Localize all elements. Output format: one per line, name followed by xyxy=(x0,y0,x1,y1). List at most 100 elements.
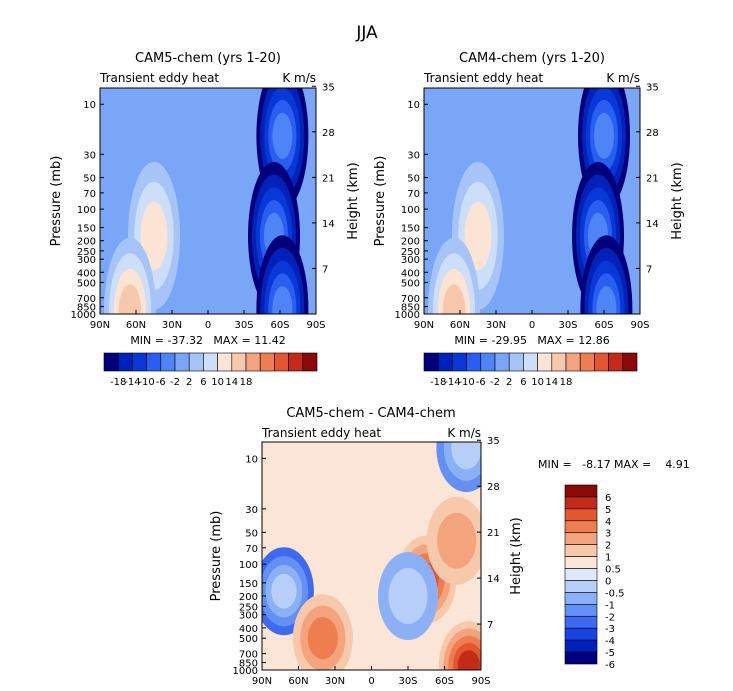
y-right-tick-label: 28 xyxy=(322,128,335,139)
colorbar-swatch xyxy=(579,352,595,372)
panel-diff: CAM5-chem - CAM4-chem Transient eddy hea… xyxy=(209,406,690,687)
colorbar-swatch xyxy=(594,352,609,372)
y-tick-label: 400 xyxy=(239,624,258,635)
panel-cam4-subtitle-left: Transient eddy heat xyxy=(423,71,543,85)
y-tick-label: 70 xyxy=(83,189,96,200)
colorbar-swatch xyxy=(231,352,247,372)
y-tick-label: 150 xyxy=(239,579,258,590)
y-tick-label: 1000 xyxy=(395,310,420,321)
y-right-tick-label: 14 xyxy=(646,219,659,230)
panel-diff-title: CAM5-chem - CAM4-chem xyxy=(286,406,455,421)
y-tick-label: 30 xyxy=(83,150,96,161)
y-tick-label: 1000 xyxy=(233,666,258,677)
colorbar-swatch xyxy=(565,352,581,372)
contour-f0-l2 xyxy=(464,201,492,270)
y-right-tick-label: 21 xyxy=(322,173,335,184)
panel-cam5-subtitle-right: K m/s xyxy=(282,71,316,85)
panel-cam4-title: CAM4-chem (yrs 1-20) xyxy=(459,51,605,66)
panel-cam4-field xyxy=(424,88,640,314)
colorbar-swatch xyxy=(564,592,598,605)
y-right-tick-label: 14 xyxy=(487,574,500,585)
x-tick-label: 60S xyxy=(435,676,454,687)
colorbar-swatch xyxy=(564,580,598,593)
y-right-tick-label: 14 xyxy=(322,219,335,230)
y-tick-label: 500 xyxy=(239,634,258,645)
y-tick-label: 250 xyxy=(401,247,420,258)
y-tick-label: 400 xyxy=(77,268,96,279)
y-tick-label: 700 xyxy=(401,294,420,305)
y-tick-label: 300 xyxy=(239,611,258,622)
colorbar-swatch xyxy=(259,352,275,372)
panel-cam5-title: CAM5-chem (yrs 1-20) xyxy=(135,51,281,66)
colorbar-swatch xyxy=(288,352,304,372)
colorbar-swatch xyxy=(480,352,496,372)
panel-diff-field xyxy=(262,442,481,670)
y-tick-label: 300 xyxy=(77,255,96,266)
colorbar-swatch xyxy=(608,352,624,372)
colorbar-label: 5 xyxy=(605,505,611,516)
x-tick-label: 0 xyxy=(205,320,211,331)
y-tick-label: 150 xyxy=(77,224,96,235)
colorbar-label: 4 xyxy=(605,517,611,528)
x-tick-label: 60S xyxy=(270,320,289,331)
panel-cam4-axes: 90N 60N 30N 0 30S 60S 90S103050701001502002503… xyxy=(395,82,659,331)
colorbar-label: -4 xyxy=(605,636,615,647)
colorbar-label: -10 xyxy=(138,377,154,388)
x-tick-label: 30S xyxy=(398,676,417,687)
y-right-tick-label: 35 xyxy=(487,436,500,447)
colorbar-swatch xyxy=(564,627,598,641)
colorbar-swatch xyxy=(146,352,162,372)
y-tick-label: 50 xyxy=(407,174,420,185)
panel-cam5: CAM5-chem (yrs 1-20) Transient eddy heat… xyxy=(49,51,361,388)
contour-f4-l4 xyxy=(272,286,293,314)
colorbar-label: -3 xyxy=(605,624,615,635)
colorbar-swatch xyxy=(564,520,598,534)
y-tick-label: 250 xyxy=(239,602,258,613)
panel-diff-ylabel: Pressure (mb) xyxy=(209,511,224,602)
figure-title: JJA xyxy=(355,23,378,43)
colorbar-label: 2 xyxy=(186,377,192,388)
y-tick-label: 70 xyxy=(407,189,420,200)
colorbar-label: 14 xyxy=(545,377,558,388)
y-tick-label: 30 xyxy=(407,150,420,161)
panel-cam5-field xyxy=(100,88,316,314)
colorbar-label: 2 xyxy=(605,541,611,552)
x-tick-label: 90N xyxy=(414,320,434,331)
y-tick-label: 10 xyxy=(245,454,258,465)
colorbar-label: -6 xyxy=(476,377,486,388)
x-tick-label: 90N xyxy=(252,676,272,687)
colorbar-label: 14 xyxy=(225,377,238,388)
y-right-tick-label: 21 xyxy=(646,173,659,184)
contour-f4-l4 xyxy=(596,286,617,314)
colorbar-swatch xyxy=(274,352,289,372)
colorbar-label: 6 xyxy=(605,493,611,504)
colorbar-label: -6 xyxy=(605,660,615,671)
y-tick-label: 100 xyxy=(77,205,96,216)
y-right-tick-label: 21 xyxy=(487,528,500,539)
x-tick-label: 30N xyxy=(486,320,506,331)
colorbar-label: 3 xyxy=(605,529,611,540)
colorbar-swatch xyxy=(203,352,218,372)
colorbar-label: 10 xyxy=(531,377,544,388)
colorbar-swatch xyxy=(551,352,567,372)
colorbar-label: 0 xyxy=(605,576,611,587)
panel-diff-subtitle-left: Transient eddy heat xyxy=(261,426,381,440)
colorbar-label: -0.5 xyxy=(605,588,625,599)
y-tick-label: 300 xyxy=(401,255,420,266)
y-right-tick-label: 28 xyxy=(487,482,500,493)
colorbar-swatch xyxy=(302,352,318,372)
y-tick-label: 50 xyxy=(83,174,96,185)
colorbar-swatch xyxy=(564,651,598,665)
y-tick-label: 700 xyxy=(77,294,96,305)
contour-f5-l4 xyxy=(457,650,480,670)
y-tick-label: 10 xyxy=(407,100,420,111)
colorbar-label: 1 xyxy=(605,553,611,564)
panel-cam5-colorbar: -18-14-10 -6 -2 2 6 10 14 18 xyxy=(103,352,318,388)
panel-cam5-ylabel: Pressure (mb) xyxy=(49,156,64,247)
panel-cam5-subtitle-left: Transient eddy heat xyxy=(99,71,219,85)
colorbar-swatch xyxy=(132,352,147,372)
colorbar-label: -18 xyxy=(430,377,446,388)
colorbar-swatch xyxy=(245,352,261,372)
x-tick-label: 0 xyxy=(368,676,374,687)
